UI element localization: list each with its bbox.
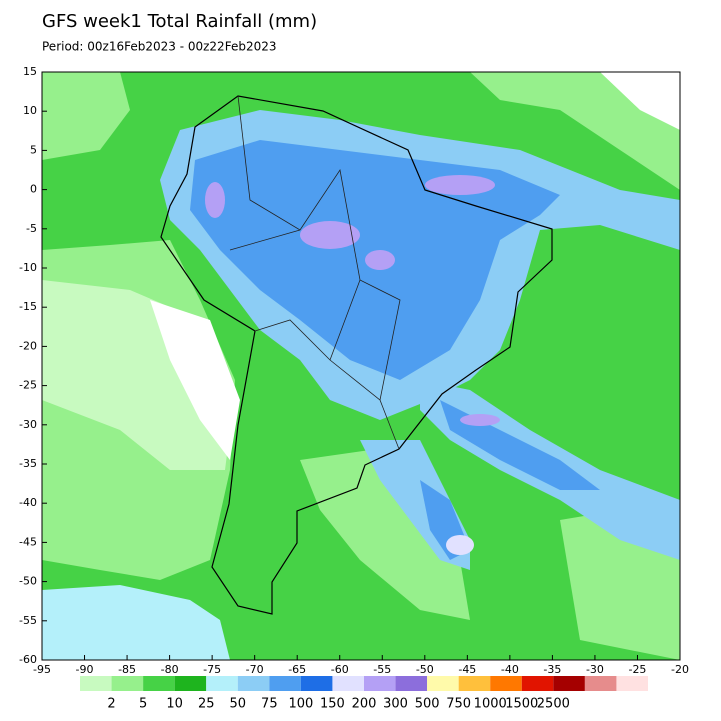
x-tick-label: -30 <box>586 663 604 676</box>
y-tick-label: 0 <box>30 183 37 196</box>
colorbar-label: 25 <box>198 697 215 712</box>
colorbar-label: 500 <box>415 697 440 712</box>
title: GFS week1 Total Rainfall (mm) <box>42 11 317 32</box>
y-tick-label: 15 <box>23 65 37 78</box>
y-tick-label: -15 <box>19 300 37 313</box>
subtitle: Period: 00z16Feb2023 - 00z22Feb2023 <box>42 40 276 54</box>
x-tick-label: -20 <box>671 663 689 676</box>
x-tick-label: -35 <box>543 663 561 676</box>
colorbar-swatch <box>521 676 554 691</box>
colorbar-swatch <box>364 676 396 691</box>
colorbar-label: 750 <box>446 697 471 712</box>
y-tick-label: -60 <box>19 653 37 666</box>
x-tick-label: -75 <box>203 663 221 676</box>
colorbar-swatch <box>553 676 585 691</box>
colorbar-swatch <box>111 676 144 691</box>
x-tick-label: -40 <box>501 663 519 676</box>
colorbar-label: 150 <box>320 697 345 712</box>
y-tick-label: -50 <box>19 575 37 588</box>
x-tick-label: -65 <box>288 663 306 676</box>
x-tick-label: -95 <box>33 663 51 676</box>
y-tick-label: -45 <box>19 535 37 548</box>
y-tick-label: -25 <box>19 379 37 392</box>
colorbar-swatch <box>332 676 364 691</box>
colorbar-label: 300 <box>383 697 408 712</box>
colorbar-swatch <box>174 676 207 691</box>
colorbar-swatch <box>300 676 333 691</box>
colorbar-label: 50 <box>230 697 247 712</box>
colorbar-swatch <box>143 676 175 691</box>
colorbar-swatch <box>395 676 428 691</box>
colorbar-label: 200 <box>352 697 377 712</box>
y-tick-label: -30 <box>19 418 37 431</box>
y-tick-label: -20 <box>19 339 37 352</box>
y-tick-label: -5 <box>26 222 37 235</box>
colorbar-label: 1000 <box>474 697 507 712</box>
colorbar-label: 5 <box>139 697 147 712</box>
y-tick-label: 10 <box>23 104 37 117</box>
colorbar-label: 2500 <box>537 697 570 712</box>
x-tick-label: -45 <box>458 663 476 676</box>
colorbar-swatch <box>237 676 270 691</box>
colorbar-swatch <box>458 676 491 691</box>
y-tick-label: -35 <box>19 457 37 470</box>
x-tick-label: -70 <box>246 663 264 676</box>
colorbar-label: 1500 <box>505 697 538 712</box>
colorbar-swatch <box>616 676 648 691</box>
y-tick-label: -55 <box>19 614 37 627</box>
colorbar-swatch <box>206 676 238 691</box>
x-tick-label: -90 <box>76 663 94 676</box>
colorbar-swatch <box>490 676 522 691</box>
x-tick-label: -60 <box>331 663 349 676</box>
colorbar-swatch <box>584 676 617 691</box>
colorbar-label: 10 <box>166 697 183 712</box>
rainfall-field <box>42 72 680 660</box>
x-tick-label: -50 <box>416 663 434 676</box>
x-tick-label: -25 <box>628 663 646 676</box>
colorbar-label: 100 <box>288 697 313 712</box>
y-tick-label: 5 <box>30 143 37 156</box>
colorbar-label: 2 <box>107 697 115 712</box>
plot-frame <box>41 71 681 661</box>
colorbar-swatch <box>269 676 301 691</box>
x-tick-label: -55 <box>373 663 391 676</box>
y-tick-label: -40 <box>19 496 37 509</box>
colorbar-swatch <box>427 676 459 691</box>
colorbar-swatch <box>80 676 112 691</box>
x-tick-label: -85 <box>118 663 136 676</box>
colorbar-label: 75 <box>261 697 278 712</box>
y-tick-label: -10 <box>19 261 37 274</box>
x-tick-label: -80 <box>161 663 179 676</box>
